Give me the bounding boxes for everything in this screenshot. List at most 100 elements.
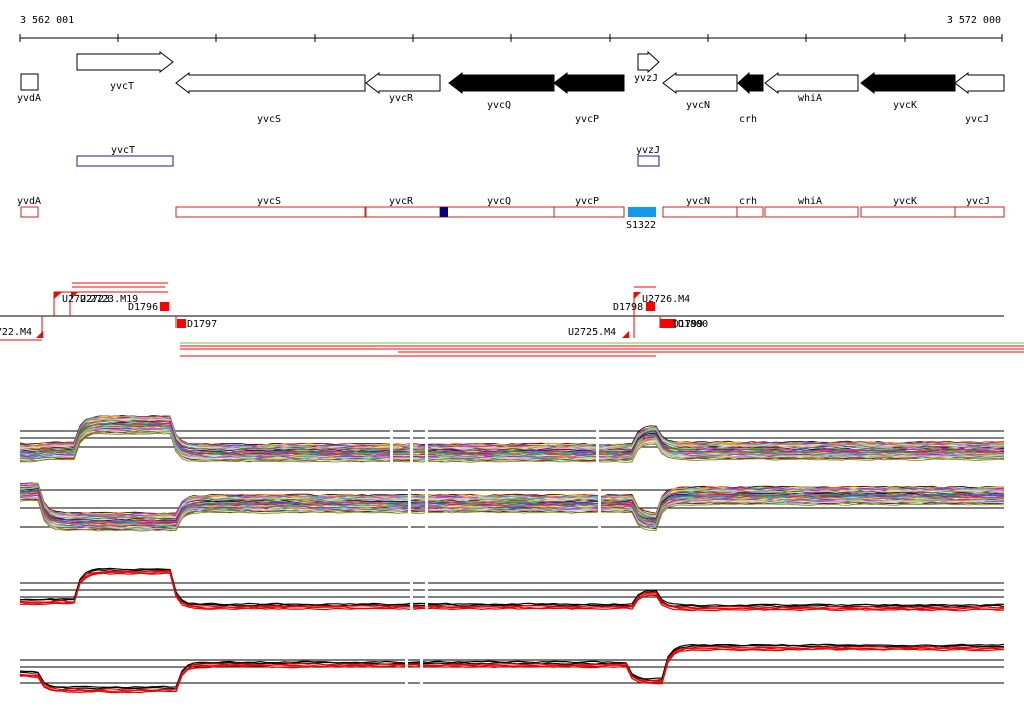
gene-label: yvcR — [389, 93, 414, 104]
feature-label: yvcP — [575, 196, 599, 207]
expression-series — [19, 572, 1005, 612]
expression-series — [19, 432, 1005, 463]
data-gap — [408, 480, 411, 550]
end-coordinate: 3 572 000 — [947, 15, 1001, 26]
start-coordinate: 3 562 001 — [20, 15, 74, 26]
probe-label[interactable]: 2722.M4 — [0, 327, 32, 338]
expression-series — [19, 569, 1005, 609]
expression-series — [19, 415, 1005, 446]
probe-label[interactable]: D1798 — [613, 302, 643, 313]
gene-label: yvcK — [893, 100, 917, 111]
gene-label: yvcQ — [487, 100, 511, 111]
data-gap — [425, 420, 428, 500]
gene-yvcJ[interactable]: yvcJ — [954, 71, 1005, 125]
gene-yvcK[interactable]: yvcK — [860, 71, 956, 111]
red-feature-yvcN[interactable]: yvcN — [662, 196, 738, 218]
probe-label[interactable]: D1796 — [128, 302, 158, 313]
gene-label: crh — [739, 114, 757, 125]
expression-series — [19, 643, 1005, 689]
data-gap — [596, 420, 599, 500]
gene-label: yvcN — [686, 100, 710, 111]
red-feature-yvdA[interactable]: yvdA — [17, 196, 41, 218]
feature-label: yvcT — [111, 145, 135, 156]
gene-yvcQ[interactable]: yvcQ — [448, 71, 555, 111]
gene-yvdA[interactable]: yvdA — [17, 73, 41, 104]
expression-series — [19, 568, 1005, 608]
expression-series — [19, 645, 1005, 691]
gene-whiA[interactable]: whiA — [764, 71, 859, 104]
blue-feature-yvcT[interactable]: yvcT — [76, 145, 174, 167]
probe-label[interactable]: D1799 — [673, 319, 703, 330]
red-feature-yvcK[interactable]: yvcK — [860, 196, 956, 218]
feature-label: yvcR — [389, 196, 414, 207]
feature-label: S1322 — [626, 220, 656, 231]
feature-label: yvcS — [257, 196, 281, 207]
expression-series — [19, 647, 1005, 693]
expression-panel-2 — [19, 480, 1005, 550]
expression-series — [19, 419, 1005, 450]
expression-panels — [19, 415, 1005, 710]
gene-label: whiA — [798, 93, 822, 104]
data-gap — [425, 570, 428, 650]
gene-label: yvdA — [17, 93, 41, 104]
coordinate-ruler: 3 562 001 3 572 000 — [19, 15, 1003, 42]
cyan-feature-S1322[interactable]: S1322 — [626, 207, 656, 231]
red-feature-whiA[interactable]: whiA — [764, 196, 859, 218]
probe-label[interactable]: U2725.M4 — [568, 327, 616, 338]
gene-yvcP[interactable]: yvcP — [553, 71, 625, 125]
red-feature-yvcJ[interactable]: yvcJ — [954, 196, 1005, 218]
data-gap — [410, 420, 413, 500]
red-annotation-track: yvdA yvcS yvcR yvcQ yvcP S1322 yvcN — [17, 196, 1005, 231]
expression-series — [19, 571, 1005, 611]
probe-label[interactable]: U2726.M4 — [642, 294, 690, 305]
gene-label: yvzJ — [634, 73, 658, 84]
red-feature-yvcS[interactable]: yvcS — [175, 196, 366, 218]
gene-label: yvcS — [257, 114, 281, 125]
probe-label[interactable]: 2723.M19 — [90, 294, 138, 305]
blue-feature-yvzJ[interactable]: yvzJ — [636, 145, 660, 167]
expression-panel-1 — [19, 415, 1005, 500]
expression-series — [19, 496, 1005, 529]
expression-series — [19, 499, 1005, 532]
gene-yvcT[interactable]: yvcT — [76, 50, 174, 92]
gene-label: yvcP — [575, 114, 599, 125]
probe-label[interactable]: D1797 — [187, 319, 217, 330]
red-feature-crh[interactable]: crh — [736, 196, 764, 218]
gene-track: yvdA yvcT yvcS yvcR yvcQ yvcP yvzJ yvcN — [17, 50, 1005, 125]
red-feature-yvcP[interactable]: yvcP — [553, 196, 625, 218]
data-gap — [425, 480, 428, 550]
expression-series — [19, 493, 1005, 526]
expression-panel-3 — [19, 567, 1005, 650]
gene-crh[interactable]: crh — [737, 71, 764, 125]
gene-yvcR[interactable]: yvcR — [365, 71, 441, 104]
probe-track: 2722.M4 U2722 U2723 2723.M19 D1796 D1797… — [0, 282, 1024, 357]
feature-label: yvcK — [893, 196, 917, 207]
red-feature-yvcR[interactable]: yvcR — [365, 196, 441, 218]
data-gap — [420, 650, 423, 710]
feature-label: crh — [739, 196, 757, 207]
feature-label: yvzJ — [636, 145, 660, 156]
probe-label[interactable]: U2723 — [80, 294, 110, 305]
feature-label: yvdA — [17, 196, 41, 207]
data-gap — [405, 650, 408, 710]
gene-yvcS[interactable]: yvcS — [175, 71, 366, 125]
feature-label: yvcJ — [966, 196, 990, 207]
feature-label: yvcN — [686, 196, 710, 207]
feature-label: yvcQ — [487, 196, 511, 207]
expression-panel-4 — [19, 643, 1005, 710]
gene-label: yvcJ — [965, 114, 989, 125]
probe-label[interactable]: U2722 — [62, 294, 92, 305]
gene-label: yvcT — [110, 81, 134, 92]
feature-label: whiA — [798, 196, 822, 207]
gene-yvcN[interactable]: yvcN — [662, 71, 738, 111]
blue-annotation-track: yvcT yvzJ — [76, 145, 660, 167]
gene-yvzJ[interactable]: yvzJ — [634, 50, 660, 84]
red-feature-yvcQ[interactable]: yvcQ — [439, 196, 555, 218]
data-gap — [410, 570, 413, 650]
expression-series — [19, 430, 1005, 462]
probe-label[interactable]: D1800 — [678, 319, 708, 330]
expression-series — [19, 432, 1005, 463]
navy-marker[interactable] — [440, 207, 448, 217]
expression-series — [19, 648, 1005, 694]
